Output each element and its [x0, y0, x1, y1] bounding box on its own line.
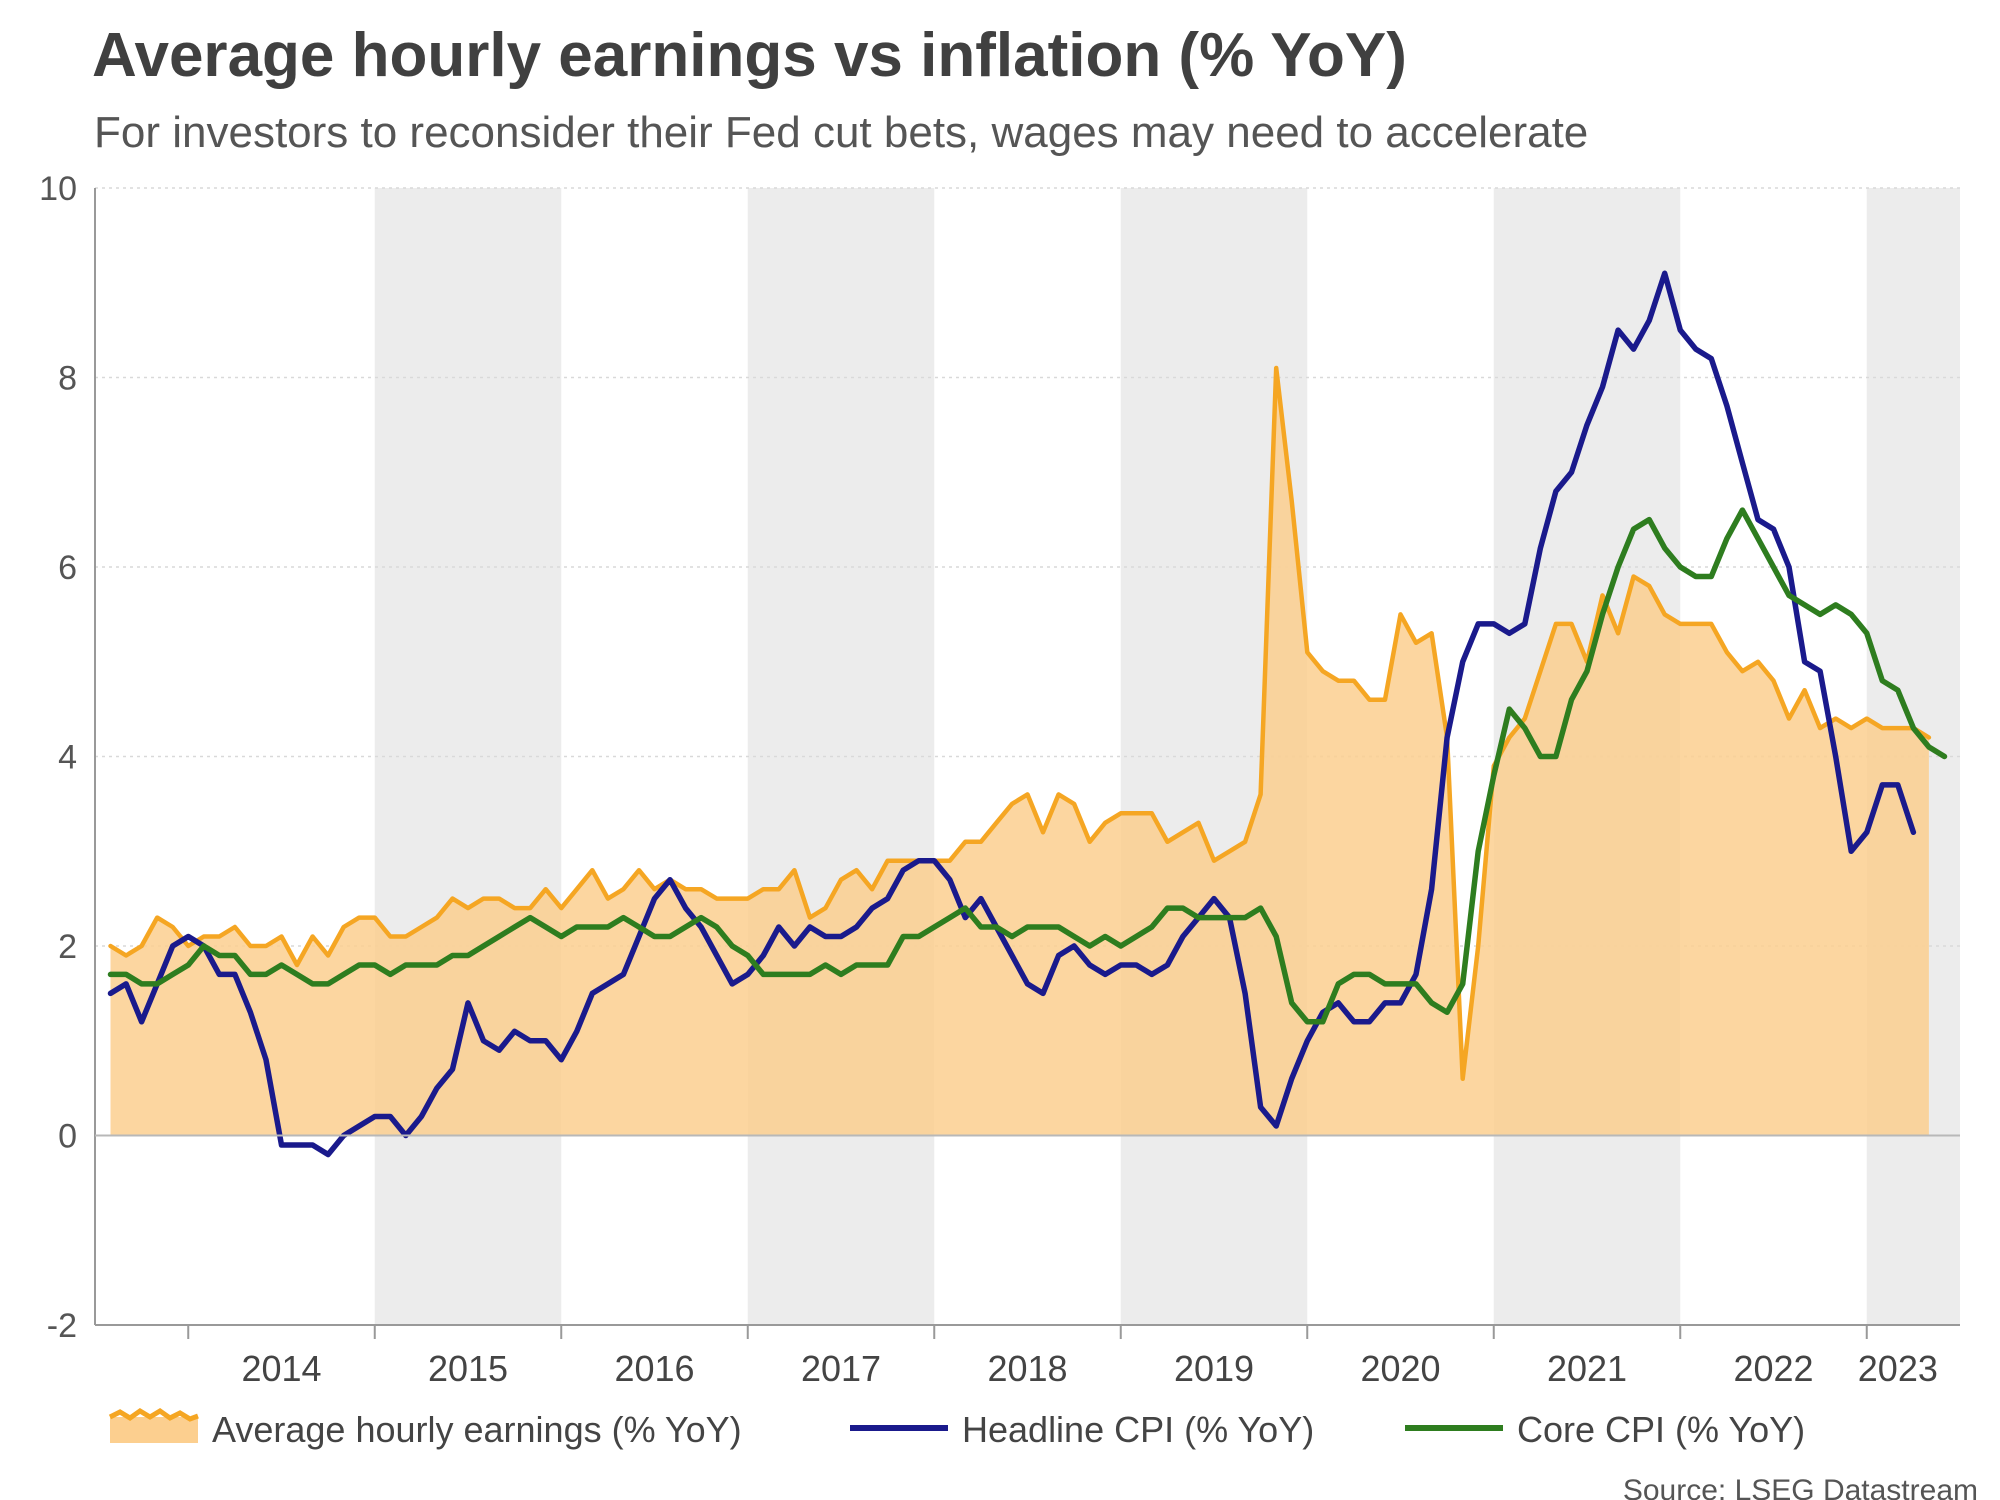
legend-earnings-label: Average hourly earnings (% YoY) [212, 1409, 742, 1450]
y-tick-label: 8 [58, 360, 77, 398]
x-tick-label: 2021 [1547, 1348, 1627, 1389]
legend-headline-cpi-label: Headline CPI (% YoY) [962, 1409, 1314, 1450]
chart-title: Average hourly earnings vs inflation (% … [92, 21, 1407, 90]
x-tick-label: 2018 [987, 1348, 1067, 1389]
legend-earnings-line-icon [108, 1408, 199, 1422]
core-cpi-line[interactable] [107, 507, 1948, 1025]
y-tick-label: 10 [39, 170, 77, 208]
y-tick-label: 4 [58, 739, 77, 777]
earnings-line[interactable] [108, 365, 1932, 1081]
x-tick-label: 2020 [1360, 1348, 1440, 1389]
x-tick-label: 2016 [614, 1348, 694, 1389]
legend-item-core-cpi[interactable]: Core CPI (% YoY) [1405, 1409, 1805, 1450]
x-tick-label: 2019 [1174, 1348, 1254, 1389]
chart-subtitle: For investors to reconsider their Fed cu… [94, 108, 1589, 157]
axes [94, 188, 1960, 1339]
y-tick-label: -2 [47, 1307, 77, 1345]
y-tick-label: 6 [58, 549, 77, 587]
series-lines [107, 270, 1948, 1158]
legend: Average hourly earnings (% YoY) Headline… [108, 1408, 1805, 1450]
x-tick-label: 2022 [1733, 1348, 1813, 1389]
headline-cpi-line[interactable] [107, 270, 1917, 1158]
source-note: Source: LSEG Datastream [1623, 1474, 1978, 1500]
y-tick-labels: -2 0 2 4 6 8 10 [39, 170, 77, 1345]
legend-item-headline-cpi[interactable]: Headline CPI (% YoY) [850, 1409, 1314, 1450]
legend-earnings-swatch [110, 1417, 198, 1443]
earnings-area-fill [110, 368, 1929, 1136]
legend-item-earnings[interactable]: Average hourly earnings (% YoY) [108, 1408, 742, 1450]
x-tick-label: 2023 [1858, 1348, 1938, 1389]
x-tick-label: 2014 [241, 1348, 321, 1389]
legend-core-cpi-label: Core CPI (% YoY) [1517, 1409, 1805, 1450]
x-tick-labels: 2014 2015 2016 2017 2018 2019 2020 2021 2022 2023 [241, 1348, 1937, 1389]
y-tick-label: 2 [58, 928, 77, 966]
y-tick-label: 0 [58, 1118, 77, 1156]
x-tick-label: 2017 [801, 1348, 881, 1389]
earnings-area-layer [108, 365, 1932, 1136]
x-tick-label: 2015 [428, 1348, 508, 1389]
